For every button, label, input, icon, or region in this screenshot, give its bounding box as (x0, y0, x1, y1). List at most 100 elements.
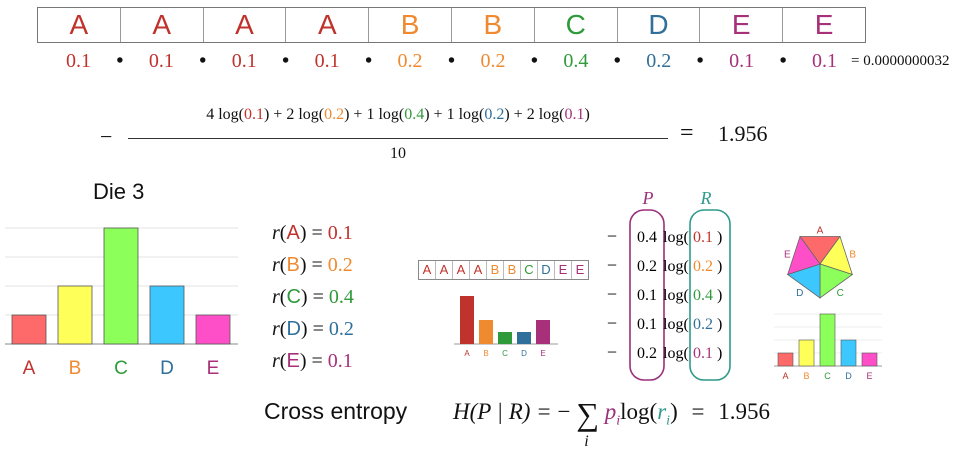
row-p-4: 0.2 (637, 345, 657, 362)
pentagon-label-C: C (837, 288, 844, 299)
die-bar-B (57, 285, 93, 345)
cross-entropy-formula: H(P | R) = − ∑ i pilog(ri) = 1.956 (453, 396, 770, 450)
row-close-2: ) (717, 287, 722, 304)
sequence-prob-9: 0.1 (812, 50, 838, 72)
multiply-dot: • (365, 50, 373, 72)
pr-table: P R− 0.4 log(0.1)− 0.2 log(0.2)− 0.1 log(0.4)− 0… (607, 188, 731, 381)
die-title: Die 3 (93, 179, 145, 204)
multiply-dot: • (779, 50, 787, 72)
small-label-D: D (845, 371, 852, 381)
sequence-cell-3: A (286, 8, 370, 42)
small-bar-A (777, 352, 794, 367)
mini-seq-cell-9: E (575, 262, 585, 277)
r-line-A: r(A) = 0.1 (272, 222, 353, 244)
mini-seq-cell-3: A (470, 261, 487, 279)
numerator-part: 0.1 (564, 106, 585, 123)
mini-bar-D (517, 332, 531, 344)
numerator-part: 0.2 (484, 106, 505, 123)
numerator-part: 0.1 (243, 106, 264, 123)
ce-close: ) (670, 399, 678, 424)
small-bar-E (861, 352, 878, 367)
pentagon-label-D: D (796, 288, 803, 299)
mini-bar-E (536, 320, 550, 344)
die-label-A: A (23, 358, 36, 379)
mini-seq-cell-6: C (521, 261, 538, 279)
die-bar-D (149, 285, 185, 345)
ce-lhs: H(P | R) = (453, 399, 552, 424)
formula-minus: − (100, 124, 113, 149)
sequence-prob-0: 0.1 (65, 50, 91, 72)
small-bar-B (798, 339, 815, 367)
row-r-2: 0.4 (693, 287, 713, 304)
sequence-prob-4: 0.2 (397, 50, 423, 72)
mini-seq-cell-7: D (538, 261, 555, 279)
multiply-dot: • (447, 50, 455, 72)
multiply-dot: • (530, 50, 538, 72)
sequence-prob-5: 0.2 (480, 50, 506, 72)
mini-seq-cell-8: E (555, 261, 572, 279)
row-r-4: 0.1 (693, 345, 713, 362)
mini-label-E: E (540, 349, 545, 358)
r-line-D: r(D) = 0.2 (272, 318, 354, 340)
mini-bar-B (479, 320, 493, 344)
row-log-0: log( (663, 229, 689, 246)
mini-bar-chart: A B C D E (454, 296, 558, 358)
mini-label-D: D (521, 349, 527, 358)
r-header: R (700, 188, 712, 208)
row-r-3: 0.2 (693, 316, 713, 333)
r-line-C: r(C) = 0.4 (272, 286, 354, 308)
mini-seq-cell-5: B (504, 261, 521, 279)
ce-sum: ∑ (576, 396, 600, 432)
p-header: P (642, 188, 654, 208)
sum-icon: ∑ i (576, 396, 600, 450)
row-p-3: 0.1 (637, 316, 657, 333)
numerator-part: ) + 2 log( (263, 106, 325, 123)
die-label-E: E (207, 358, 220, 379)
sequence-cell-0: A (38, 8, 121, 42)
pentagon-label-B: B (849, 249, 856, 260)
mini-label-B: B (483, 349, 488, 358)
mini-label-A: A (464, 349, 470, 358)
r-line-B: r(B) = 0.2 (272, 254, 353, 276)
small-label-B: B (803, 371, 809, 381)
fraction-bar (128, 138, 668, 139)
row-log-3: log( (663, 316, 689, 333)
sequence-prob-7: 0.2 (646, 50, 672, 72)
p-column-outline (629, 209, 665, 381)
sequence-cell-9: E (814, 9, 834, 40)
pentagon-label-E: E (784, 249, 791, 260)
sequence-cell-8: E (700, 8, 784, 42)
mini-seq-cell-0: A (419, 261, 436, 279)
row-p-2: 0.1 (637, 287, 657, 304)
mini-label-C: C (502, 349, 508, 358)
numerator-part: ) + 2 log( (504, 106, 565, 123)
sequence-prob-2: 0.1 (231, 50, 257, 72)
numerator-part: ) + 1 log( (424, 106, 485, 123)
small-bar-C (819, 313, 836, 367)
ce-log: log( (620, 399, 658, 424)
numerator-part: ) + 1 log( (344, 106, 405, 123)
pentagon-die-icon: A B C D E (784, 226, 856, 299)
multiply-dot: • (199, 50, 207, 72)
mini-seq-cell-1: A (436, 261, 453, 279)
row-close-3: ) (717, 316, 722, 333)
mini-seq-cell-2: A (453, 261, 470, 279)
formula-equals: = (680, 120, 694, 146)
die-label-C: C (114, 358, 128, 379)
numerator-part: 0.4 (404, 106, 425, 123)
small-label-E: E (866, 371, 872, 381)
small-bar-chart: A B C D E (774, 313, 882, 381)
multiply-dot: • (613, 50, 621, 72)
numerator-part: 0.2 (324, 106, 345, 123)
multiply-dot: • (116, 50, 124, 72)
die-bar-E (195, 314, 231, 345)
row-log-4: log( (663, 345, 689, 362)
mini-bar-C (498, 332, 512, 344)
row-minus: − (607, 226, 617, 246)
r-column-outline (689, 209, 731, 381)
row-log-1: log( (663, 258, 689, 275)
ce-index: i (584, 433, 589, 450)
die-label-D: D (160, 358, 174, 379)
